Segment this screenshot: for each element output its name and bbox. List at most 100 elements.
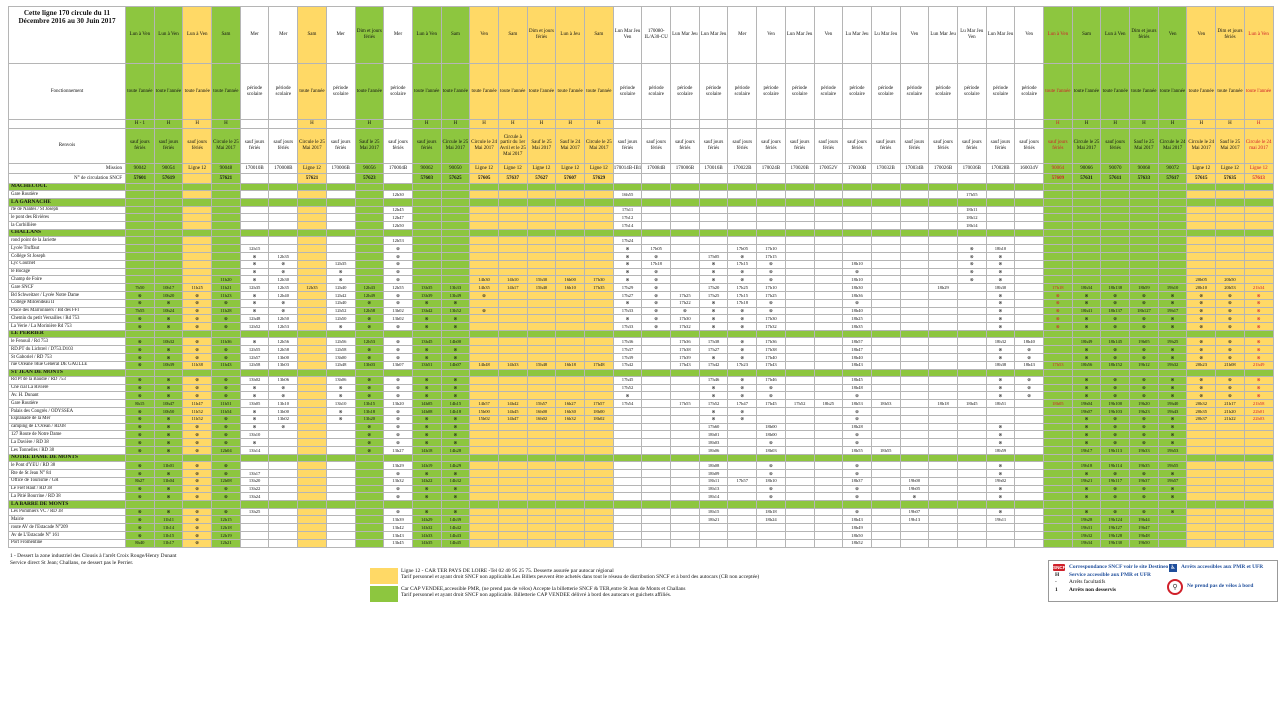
time-cell bbox=[756, 407, 786, 416]
time-cell bbox=[182, 190, 213, 200]
time-cell bbox=[469, 469, 499, 478]
time-cell bbox=[153, 236, 184, 246]
time-cell: ⊗ bbox=[698, 306, 729, 316]
stop-row: Lyc Coutriet ⊗ ⊗ 12h35 ⊗ ⊗ 17h18 ⊗ 17h15 ⊗ 18h10 ⊗ ⊗ bbox=[8, 259, 1274, 269]
time-cell: 17h36 bbox=[670, 337, 700, 347]
time-cell: ⊗ bbox=[1157, 484, 1188, 494]
time-cell: 17h55 bbox=[670, 399, 700, 409]
col-days: Lun à Ven bbox=[153, 6, 184, 64]
time-cell: ⊗ bbox=[153, 414, 184, 424]
time-cell: 21h20 bbox=[1215, 407, 1245, 416]
time-cell bbox=[956, 345, 987, 354]
time-cell: ⊗ bbox=[1100, 352, 1131, 362]
section-header: LE PERRIER bbox=[8, 329, 1274, 339]
time-cell bbox=[1215, 430, 1245, 440]
section-name: MACHECOUL bbox=[8, 182, 126, 192]
time-cell bbox=[239, 538, 270, 548]
time-cell bbox=[1243, 461, 1274, 471]
time-cell bbox=[612, 422, 643, 432]
time-cell: ⊗ bbox=[1014, 345, 1044, 354]
section-cell bbox=[928, 198, 958, 207]
col-days: Lun à Jeu bbox=[555, 6, 585, 64]
time-cell bbox=[1014, 213, 1044, 223]
section-cell bbox=[211, 500, 241, 509]
time-cell bbox=[784, 538, 815, 548]
time-cell: ⊗ bbox=[1243, 298, 1274, 308]
time-cell bbox=[870, 221, 901, 230]
col-circ: 57621 bbox=[211, 173, 241, 184]
time-cell bbox=[1129, 275, 1159, 285]
time-cell bbox=[497, 190, 528, 200]
section-cell bbox=[297, 368, 327, 377]
time-cell bbox=[641, 515, 672, 525]
time-cell: 13h00 bbox=[268, 407, 299, 416]
time-cell bbox=[1014, 306, 1044, 316]
time-cell: 18h57 bbox=[842, 337, 872, 347]
time-cell bbox=[1157, 523, 1188, 533]
stop-name: RD.PT du Lichtrel / D753.D103 bbox=[8, 345, 126, 354]
time-cell: ⊗ bbox=[1100, 414, 1131, 424]
time-cell bbox=[297, 236, 327, 246]
time-cell bbox=[956, 407, 987, 416]
time-cell bbox=[1043, 446, 1073, 455]
time-cell: 11h25 bbox=[182, 283, 213, 292]
time-cell bbox=[1043, 259, 1073, 269]
time-cell: ⊗ bbox=[211, 422, 241, 432]
col-days: Sam bbox=[440, 6, 471, 64]
time-cell bbox=[1243, 538, 1274, 548]
time-cell: ⊗ bbox=[641, 322, 672, 331]
row-label-fonc: Fonctionnement bbox=[8, 63, 126, 120]
time-cell: ⊗ bbox=[383, 352, 413, 362]
time-cell: ⊗ bbox=[842, 492, 872, 502]
section-cell bbox=[1014, 453, 1044, 463]
time-cell bbox=[928, 306, 958, 316]
legend-cap-line-1: Car CAP VENDEE,accessible PMR, (ne prend… bbox=[401, 586, 686, 592]
time-cell bbox=[1043, 337, 1073, 347]
time-cell bbox=[1215, 438, 1245, 448]
col-days: Mer bbox=[727, 6, 758, 64]
time-cell: ⊗ bbox=[1186, 375, 1217, 385]
time-cell bbox=[1043, 484, 1073, 494]
section-cell bbox=[985, 182, 1016, 192]
col-circ: 57615 bbox=[1186, 173, 1217, 184]
time-cell bbox=[813, 205, 844, 215]
time-cell: ⊗ bbox=[1129, 352, 1159, 362]
time-cell bbox=[555, 383, 585, 393]
time-cell bbox=[325, 244, 356, 253]
time-cell: 19h53 bbox=[1157, 446, 1188, 455]
time-cell: ⊗ bbox=[698, 414, 729, 424]
col-note: Sauf le 25 Mai 2017 bbox=[354, 128, 385, 164]
time-cell bbox=[584, 322, 614, 331]
time-cell bbox=[670, 461, 700, 471]
time-cell: ⊗ bbox=[153, 383, 184, 393]
time-cell bbox=[584, 314, 614, 324]
time-cell bbox=[641, 461, 672, 471]
time-cell bbox=[1215, 507, 1245, 517]
col-mission: 160034V bbox=[1014, 163, 1044, 174]
time-cell bbox=[1186, 259, 1217, 269]
section-cell bbox=[211, 453, 241, 463]
col-renv bbox=[612, 119, 643, 129]
time-cell bbox=[899, 267, 930, 277]
col-circ: 57637 bbox=[497, 173, 528, 184]
time-cell bbox=[297, 375, 327, 385]
time-cell bbox=[469, 461, 499, 471]
time-cell: 13h18 bbox=[354, 407, 385, 416]
col-days: Ven bbox=[1157, 6, 1188, 64]
time-cell bbox=[555, 345, 585, 354]
time-cell bbox=[928, 244, 958, 253]
time-cell: ⊗ bbox=[756, 259, 786, 269]
stop-name: Chemin du petit Versailles / Rd 753 bbox=[8, 314, 126, 324]
stop-name: Bd Schweitzer / Lycée Notre Dame bbox=[8, 290, 126, 300]
time-cell bbox=[813, 476, 844, 486]
stop-row: le Fenouil / Rd 753 ⊗ 10h32 ⊗ 11h36 ⊗ 12h56 12h… bbox=[8, 337, 1274, 347]
time-cell: 17h54 bbox=[612, 399, 643, 409]
time-cell bbox=[670, 422, 700, 432]
section-cell bbox=[1129, 368, 1159, 377]
time-cell bbox=[469, 244, 499, 253]
section-cell bbox=[870, 329, 901, 339]
time-cell: ⊗ bbox=[153, 484, 184, 494]
section-cell bbox=[956, 228, 987, 238]
col-circ: 57629 bbox=[584, 173, 614, 184]
legend-h-text: Service accessible aux PMR et UFR bbox=[1069, 572, 1151, 578]
